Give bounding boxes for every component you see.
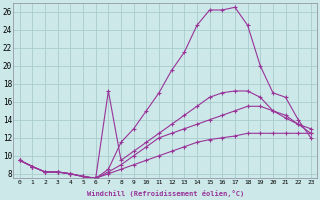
X-axis label: Windchill (Refroidissement éolien,°C): Windchill (Refroidissement éolien,°C)	[87, 190, 244, 197]
